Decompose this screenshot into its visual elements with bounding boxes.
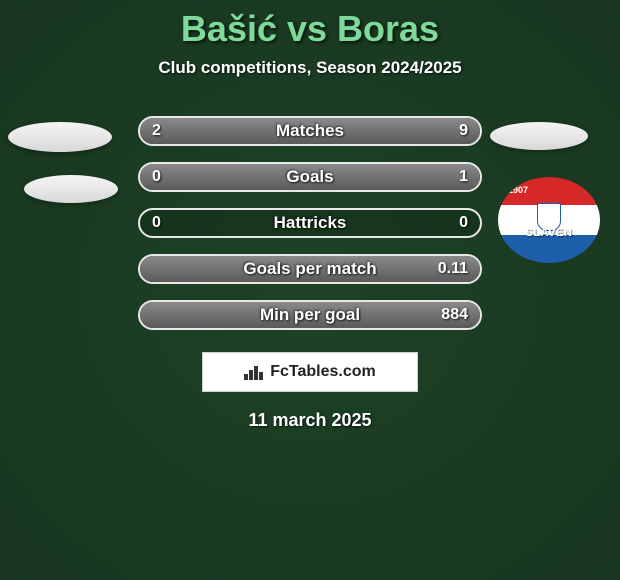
stat-row: Goals01 — [0, 154, 620, 200]
comparison-subtitle: Club competitions, Season 2024/2025 — [0, 58, 620, 78]
stat-row: Goals per match0.11 — [0, 246, 620, 292]
brand-text: FcTables.com — [270, 363, 376, 381]
stat-row: Matches29 — [0, 108, 620, 154]
brand-chart-icon — [244, 364, 264, 380]
stat-bar-right-fill — [140, 256, 480, 282]
stat-row: Hattricks0 0 — [0, 200, 620, 246]
stat-bar-right-fill — [201, 118, 480, 144]
stat-value-right: 0 — [459, 214, 468, 232]
stat-bar: Goals01 — [138, 162, 482, 192]
generated-date: 11 march 2025 — [0, 410, 620, 431]
stat-bar: Hattricks0 0 — [138, 208, 482, 238]
brand-box: FcTables.com — [202, 352, 418, 392]
comparison-rows: Matches29 Goals01 Hattricks0 0 Goals per mat… — [0, 108, 620, 338]
stat-label: Hattricks — [140, 213, 480, 233]
stat-bar: Matches29 — [138, 116, 482, 146]
stat-row: Min per goal884 — [0, 292, 620, 338]
stat-bar-right-fill — [140, 302, 480, 328]
stat-bar: Min per goal884 — [138, 300, 482, 330]
stat-value-left: 0 — [152, 214, 161, 232]
stat-bar: Goals per match0.11 — [138, 254, 482, 284]
stat-bar-left-fill — [140, 118, 201, 144]
comparison-title: Bašić vs Boras — [0, 8, 620, 50]
stat-bar-right-fill — [140, 164, 480, 190]
